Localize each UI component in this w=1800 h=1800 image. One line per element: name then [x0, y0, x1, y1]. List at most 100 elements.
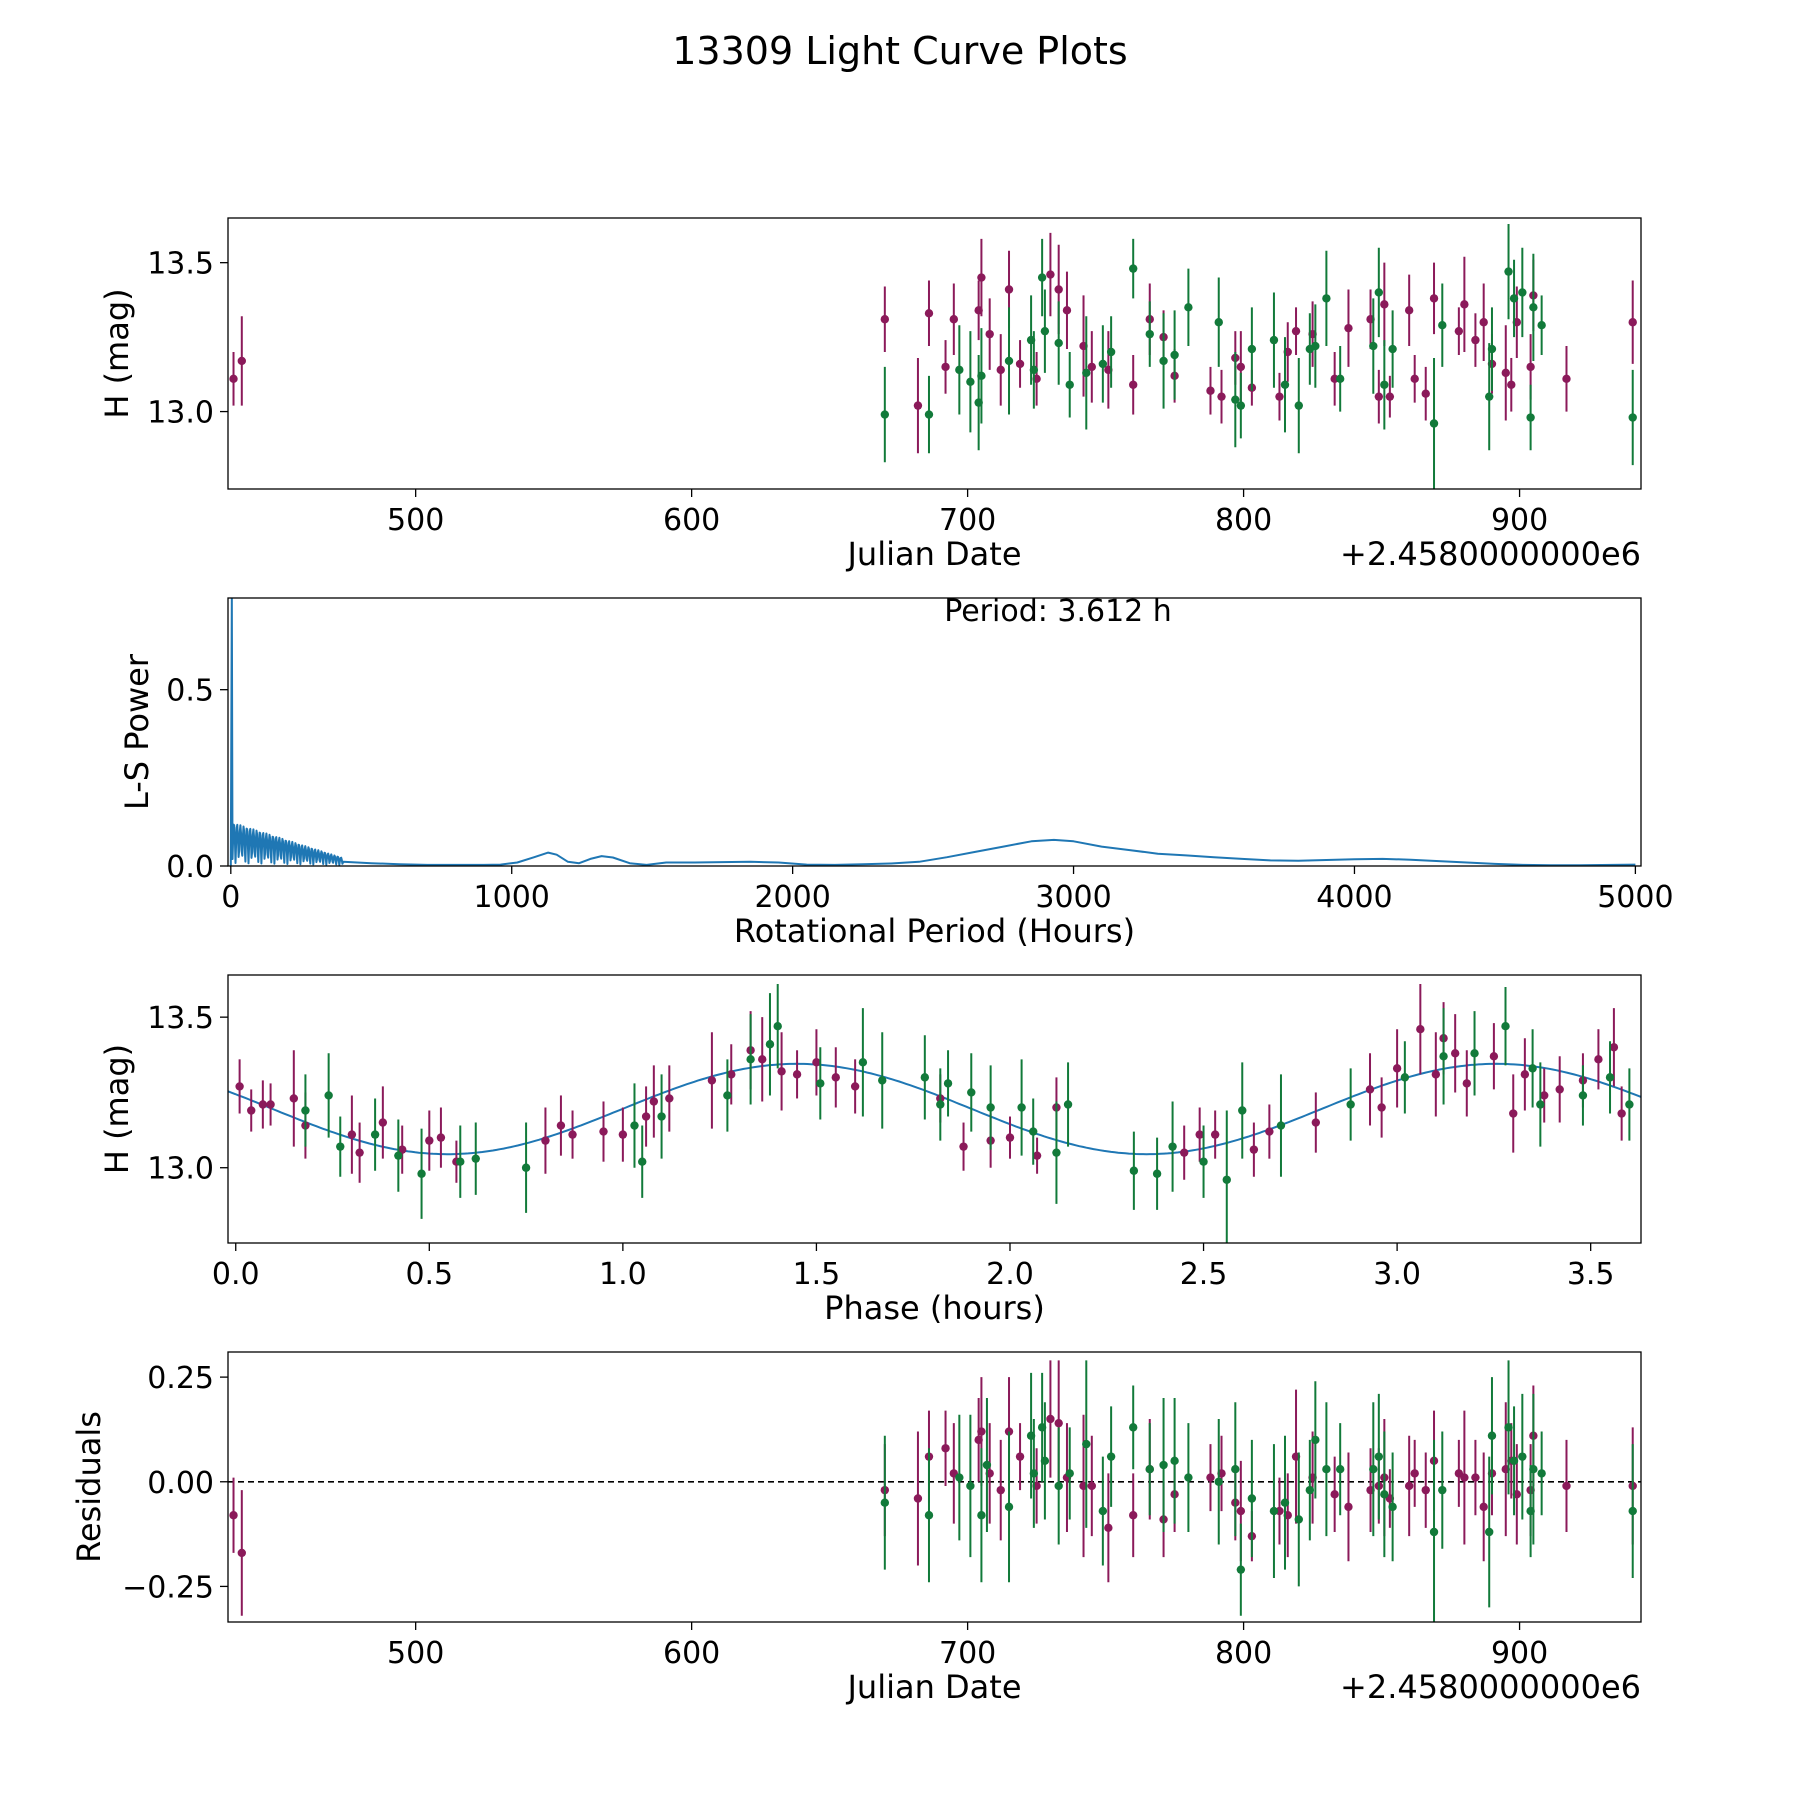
data-point — [1335, 1465, 1345, 1474]
x-tick-label: 900 — [1491, 1636, 1548, 1671]
data-point — [1046, 270, 1055, 279]
x-tick-label: 0.5 — [405, 1257, 453, 1292]
data-point — [974, 398, 983, 407]
data-point — [1404, 306, 1414, 315]
x-tick-label: 500 — [387, 1636, 444, 1671]
data-point — [913, 401, 923, 410]
data-point — [1214, 1477, 1223, 1486]
data-point — [1170, 350, 1179, 360]
data-point — [1487, 344, 1497, 354]
data-point — [765, 1040, 775, 1049]
data-point — [378, 1118, 388, 1127]
y-tick-label: 13.0 — [147, 396, 214, 431]
data-point — [1410, 1469, 1419, 1478]
data-point — [996, 365, 1005, 375]
data-point — [1460, 300, 1469, 309]
data-point — [541, 1136, 550, 1145]
data-point — [1374, 1452, 1384, 1461]
data-point — [1294, 401, 1303, 410]
data-point — [1330, 1490, 1339, 1499]
data-point — [630, 1121, 639, 1130]
x-axis-label: Julian Date — [845, 1668, 1021, 1706]
data-point — [1617, 1109, 1626, 1118]
data-point — [1431, 1070, 1441, 1079]
data-point — [1529, 303, 1538, 312]
data-point — [1526, 362, 1535, 372]
data-point — [1628, 318, 1637, 327]
data-point — [1377, 1103, 1386, 1112]
x-tick-label: 700 — [939, 503, 996, 538]
data-point — [556, 1121, 566, 1130]
data-point — [1159, 1460, 1168, 1470]
data-point — [1322, 294, 1331, 303]
data-point — [471, 1154, 480, 1163]
x-tick-label: 5000 — [1597, 880, 1673, 915]
data-point — [955, 1473, 964, 1482]
plot-area — [228, 984, 1641, 1243]
data-point — [1471, 335, 1480, 345]
axes-frame — [227, 974, 1642, 1244]
data-point — [1365, 1085, 1375, 1094]
data-point — [1429, 294, 1439, 303]
data-point — [1555, 1085, 1564, 1094]
data-point — [1054, 1418, 1063, 1428]
data-point — [1184, 303, 1193, 312]
data-point — [727, 1070, 736, 1079]
data-point — [1087, 362, 1097, 372]
data-point — [1082, 368, 1091, 378]
y-tick-label: 0.00 — [147, 1466, 214, 1501]
y-axis-label: H (mag) — [98, 1044, 136, 1174]
data-point — [1487, 1431, 1497, 1440]
data-point — [1170, 1456, 1179, 1466]
period-annotation: Period: 3.612 h — [944, 594, 1172, 629]
data-point — [1518, 288, 1527, 297]
data-point — [425, 1136, 434, 1145]
data-point — [235, 1082, 244, 1091]
y-axis-label: Residuals — [70, 1411, 108, 1563]
y-tick-label: 0.0 — [166, 850, 214, 885]
data-point — [858, 1058, 868, 1067]
data-point — [1485, 392, 1494, 401]
data-point — [1380, 380, 1389, 389]
data-point — [924, 1511, 934, 1520]
data-point — [1040, 326, 1050, 336]
data-point — [1526, 413, 1535, 422]
y-tick-label: −0.25 — [122, 1570, 214, 1605]
data-point — [1145, 329, 1154, 339]
x-axis-label: Rotational Period (Hours) — [734, 912, 1135, 950]
data-point — [1065, 1469, 1074, 1478]
data-point — [1625, 1100, 1634, 1109]
data-point — [1528, 1064, 1537, 1073]
data-point — [1063, 1100, 1073, 1109]
data-point — [1485, 1527, 1494, 1537]
data-point — [1276, 1121, 1286, 1130]
x-tick-label: 4000 — [1316, 880, 1392, 915]
data-point — [977, 1427, 986, 1436]
data-point — [417, 1169, 426, 1178]
data-point — [436, 1133, 446, 1142]
data-point — [1280, 380, 1290, 389]
data-point — [1184, 1473, 1193, 1482]
series-purple — [229, 232, 1637, 454]
data-point — [1005, 1133, 1015, 1142]
data-point — [1054, 338, 1063, 348]
data-point — [1129, 1166, 1139, 1175]
data-point — [1540, 1091, 1549, 1100]
data-point — [1129, 264, 1138, 273]
data-point — [394, 1151, 403, 1160]
axes-frame — [227, 1351, 1642, 1623]
figure-title: 13309 Light Curve Plots — [672, 29, 1127, 73]
x-tick-label: 600 — [663, 503, 720, 538]
data-point — [1065, 380, 1074, 389]
data-point — [1236, 1565, 1246, 1574]
data-point — [880, 1498, 890, 1507]
panel-light-curve: 500 600 700 800 900 13.0 13.5 Julian Date H (mag… — [98, 217, 1642, 573]
data-point — [1562, 374, 1571, 384]
data-point — [1335, 374, 1345, 384]
data-point — [1269, 335, 1279, 345]
data-point — [1087, 1481, 1097, 1491]
data-point — [924, 410, 934, 419]
data-point — [1152, 1169, 1162, 1178]
series-green — [880, 223, 1637, 489]
data-point — [758, 1055, 767, 1064]
